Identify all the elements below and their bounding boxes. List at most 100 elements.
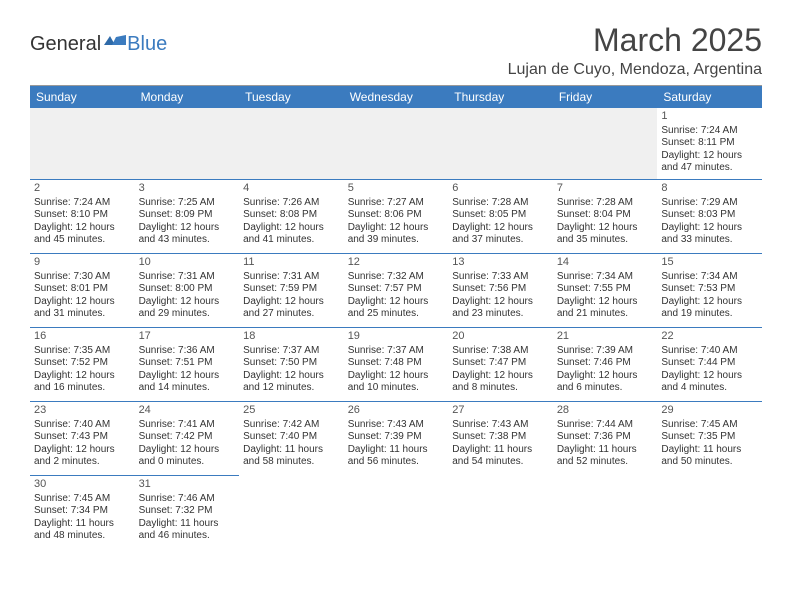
day-cell: 23Sunrise: 7:40 AMSunset: 7:43 PMDayligh…: [30, 401, 135, 475]
day-cell: 14Sunrise: 7:34 AMSunset: 7:55 PMDayligh…: [553, 253, 658, 327]
day-cell: 27Sunrise: 7:43 AMSunset: 7:38 PMDayligh…: [448, 401, 553, 475]
daylight-text: and 16 minutes.: [34, 382, 131, 395]
sunrise-text: Sunrise: 7:43 AM: [348, 419, 445, 432]
day-cell: 30Sunrise: 7:45 AMSunset: 7:34 PMDayligh…: [30, 475, 135, 549]
weekday-header-row: Sunday Monday Tuesday Wednesday Thursday…: [30, 86, 762, 108]
weekday-header: Wednesday: [344, 86, 449, 108]
empty-cell: [553, 475, 658, 549]
sunrise-text: Sunrise: 7:40 AM: [661, 345, 758, 358]
sunset-text: Sunset: 8:11 PM: [661, 137, 758, 150]
daylight-text: and 29 minutes.: [139, 308, 236, 321]
day-number: 21: [557, 330, 654, 344]
day-cell: 29Sunrise: 7:45 AMSunset: 7:35 PMDayligh…: [657, 401, 762, 475]
sunrise-text: Sunrise: 7:34 AM: [557, 271, 654, 284]
day-cell: 12Sunrise: 7:32 AMSunset: 7:57 PMDayligh…: [344, 253, 449, 327]
daylight-text: Daylight: 12 hours: [452, 222, 549, 235]
daylight-text: Daylight: 12 hours: [34, 444, 131, 457]
day-number: 10: [139, 256, 236, 270]
daylight-text: and 0 minutes.: [139, 456, 236, 469]
daylight-text: and 37 minutes.: [452, 234, 549, 247]
sunrise-text: Sunrise: 7:37 AM: [348, 345, 445, 358]
day-cell: 7Sunrise: 7:28 AMSunset: 8:04 PMDaylight…: [553, 179, 658, 253]
daylight-text: and 14 minutes.: [139, 382, 236, 395]
day-number: 20: [452, 330, 549, 344]
daylight-text: Daylight: 12 hours: [452, 370, 549, 383]
daylight-text: and 8 minutes.: [452, 382, 549, 395]
sunset-text: Sunset: 7:39 PM: [348, 431, 445, 444]
sunrise-text: Sunrise: 7:45 AM: [34, 493, 131, 506]
daylight-text: Daylight: 11 hours: [557, 444, 654, 457]
calendar-table: Sunday Monday Tuesday Wednesday Thursday…: [30, 86, 762, 549]
daylight-text: Daylight: 12 hours: [661, 150, 758, 163]
sunset-text: Sunset: 8:10 PM: [34, 209, 131, 222]
sunset-text: Sunset: 8:01 PM: [34, 283, 131, 296]
day-number: 26: [348, 404, 445, 418]
day-cell: 13Sunrise: 7:33 AMSunset: 7:56 PMDayligh…: [448, 253, 553, 327]
daylight-text: and 27 minutes.: [243, 308, 340, 321]
sunset-text: Sunset: 7:34 PM: [34, 505, 131, 518]
empty-cell: [344, 475, 449, 549]
location-text: Lujan de Cuyo, Mendoza, Argentina: [508, 61, 762, 79]
daylight-text: and 45 minutes.: [34, 234, 131, 247]
day-cell: 26Sunrise: 7:43 AMSunset: 7:39 PMDayligh…: [344, 401, 449, 475]
sunset-text: Sunset: 7:32 PM: [139, 505, 236, 518]
sunrise-text: Sunrise: 7:28 AM: [557, 197, 654, 210]
header: General Blue March 2025 Lujan de Cuyo, M…: [30, 22, 762, 79]
sunrise-text: Sunrise: 7:25 AM: [139, 197, 236, 210]
weekday-header: Thursday: [448, 86, 553, 108]
daylight-text: and 10 minutes.: [348, 382, 445, 395]
day-cell: 11Sunrise: 7:31 AMSunset: 7:59 PMDayligh…: [239, 253, 344, 327]
sunrise-text: Sunrise: 7:27 AM: [348, 197, 445, 210]
day-cell: 16Sunrise: 7:35 AMSunset: 7:52 PMDayligh…: [30, 327, 135, 401]
daylight-text: and 54 minutes.: [452, 456, 549, 469]
sunrise-text: Sunrise: 7:31 AM: [243, 271, 340, 284]
sunset-text: Sunset: 8:06 PM: [348, 209, 445, 222]
sunrise-text: Sunrise: 7:43 AM: [452, 419, 549, 432]
sunset-text: Sunset: 7:53 PM: [661, 283, 758, 296]
logo-text-blue: Blue: [127, 33, 167, 56]
sunset-text: Sunset: 7:43 PM: [34, 431, 131, 444]
day-number: 15: [661, 256, 758, 270]
day-cell: 2Sunrise: 7:24 AMSunset: 8:10 PMDaylight…: [30, 179, 135, 253]
daylight-text: and 56 minutes.: [348, 456, 445, 469]
sunset-text: Sunset: 7:51 PM: [139, 357, 236, 370]
empty-cell: [344, 108, 449, 179]
sunset-text: Sunset: 7:47 PM: [452, 357, 549, 370]
sunrise-text: Sunrise: 7:34 AM: [661, 271, 758, 284]
daylight-text: Daylight: 11 hours: [452, 444, 549, 457]
day-cell: 22Sunrise: 7:40 AMSunset: 7:44 PMDayligh…: [657, 327, 762, 401]
sunset-text: Sunset: 7:40 PM: [243, 431, 340, 444]
day-cell: 19Sunrise: 7:37 AMSunset: 7:48 PMDayligh…: [344, 327, 449, 401]
sunset-text: Sunset: 7:56 PM: [452, 283, 549, 296]
day-cell: 21Sunrise: 7:39 AMSunset: 7:46 PMDayligh…: [553, 327, 658, 401]
daylight-text: and 50 minutes.: [661, 456, 758, 469]
day-cell: 8Sunrise: 7:29 AMSunset: 8:03 PMDaylight…: [657, 179, 762, 253]
daylight-text: and 35 minutes.: [557, 234, 654, 247]
day-number: 27: [452, 404, 549, 418]
empty-cell: [448, 475, 553, 549]
empty-cell: [239, 475, 344, 549]
day-number: 30: [34, 478, 131, 492]
daylight-text: Daylight: 12 hours: [661, 370, 758, 383]
sunset-text: Sunset: 8:00 PM: [139, 283, 236, 296]
day-number: 16: [34, 330, 131, 344]
day-cell: 20Sunrise: 7:38 AMSunset: 7:47 PMDayligh…: [448, 327, 553, 401]
day-number: 13: [452, 256, 549, 270]
daylight-text: Daylight: 12 hours: [348, 296, 445, 309]
flag-icon: [104, 32, 126, 56]
sunset-text: Sunset: 7:57 PM: [348, 283, 445, 296]
day-number: 18: [243, 330, 340, 344]
sunrise-text: Sunrise: 7:44 AM: [557, 419, 654, 432]
daylight-text: Daylight: 11 hours: [348, 444, 445, 457]
empty-cell: [553, 108, 658, 179]
daylight-text: and 33 minutes.: [661, 234, 758, 247]
day-number: 22: [661, 330, 758, 344]
sunset-text: Sunset: 8:04 PM: [557, 209, 654, 222]
daylight-text: Daylight: 12 hours: [139, 444, 236, 457]
sunrise-text: Sunrise: 7:40 AM: [34, 419, 131, 432]
day-number: 8: [661, 182, 758, 196]
daylight-text: and 21 minutes.: [557, 308, 654, 321]
day-cell: 1Sunrise: 7:24 AMSunset: 8:11 PMDaylight…: [657, 108, 762, 179]
daylight-text: and 58 minutes.: [243, 456, 340, 469]
day-number: 12: [348, 256, 445, 270]
